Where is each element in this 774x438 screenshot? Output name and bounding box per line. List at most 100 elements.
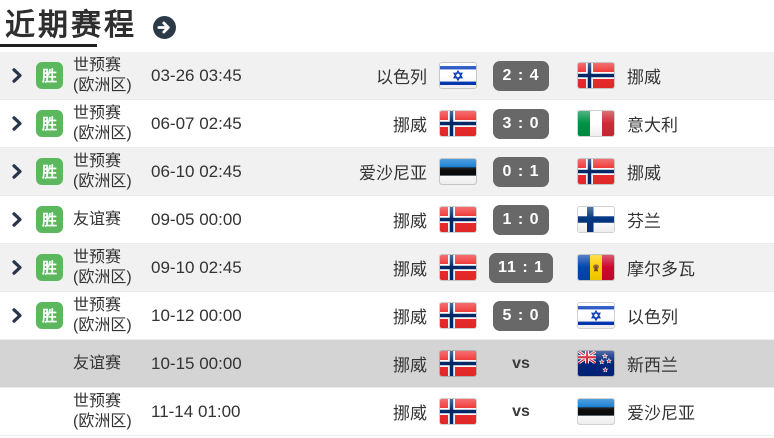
competition-label: 世预赛 (欧洲区) [73,296,132,334]
competition-label: 世预赛 (欧洲区) [73,152,132,190]
away-team: 挪威 [566,63,766,88]
flag-italy-icon [578,111,614,136]
competition-label: 友谊赛 [73,354,122,372]
match-datetime: 10-12 00:00 [151,305,242,325]
score-column: 2 : 4 [476,60,566,91]
match-row[interactable]: 友谊赛 10-15 00:00 挪威 vs 新西兰 [0,340,774,388]
score-badge: 11 : 1 [488,252,554,283]
score-badge: 1 : 0 [493,204,549,235]
more-arrow-icon[interactable] [153,15,176,39]
away-team: 挪威 [566,159,766,184]
chevron-right-icon[interactable] [12,260,36,275]
home-team: 以色列 [263,63,476,88]
vs-label: vs [512,402,530,420]
away-team: 摩尔多瓦 [566,255,766,280]
flag-norway-icon [440,255,476,280]
score-column: 3 : 0 [476,108,566,139]
match-datetime: 06-07 02:45 [151,113,242,133]
competition-label: 世预赛 (欧洲区) [73,56,132,94]
score-column: vs [476,355,566,373]
chevron-right-icon[interactable] [12,68,36,83]
home-team-name: 以色列 [376,68,427,87]
match-datetime: 11-14 01:00 [151,401,241,421]
score-badge: 5 : 0 [493,300,549,331]
win-badge: 胜 [36,158,63,185]
home-team-name: 挪威 [393,404,427,423]
away-team-name: 意大利 [627,116,678,135]
home-team-name: 爱沙尼亚 [359,164,427,183]
home-team-name: 挪威 [393,260,427,279]
win-badge: 胜 [36,254,63,281]
flag-estonia-icon [440,159,476,184]
flag-norway-icon [578,63,614,88]
away-team-name: 挪威 [627,164,661,183]
flag-norway-icon [440,303,476,328]
match-row[interactable]: 胜 世预赛 (欧洲区) 06-10 02:45 爱沙尼亚 0 : 1 挪威 [0,148,774,196]
panel-header: 近期赛程 [0,0,774,52]
away-team-name: 芬兰 [627,212,661,231]
score-column: 0 : 1 [476,156,566,187]
competition-label: 世预赛 (欧洲区) [73,104,132,142]
match-row[interactable]: 世预赛 (欧洲区) 11-14 01:00 挪威 vs 爱沙尼亚 [0,388,774,436]
flag-norway-icon [440,399,476,424]
home-team: 挪威 [263,207,476,232]
away-team-name: 新西兰 [627,356,678,375]
home-team-name: 挪威 [393,116,427,135]
chevron-right-icon[interactable] [12,164,36,179]
score-column: vs [476,403,566,421]
away-team-name: 挪威 [627,68,661,87]
match-row[interactable]: 胜 世预赛 (欧洲区) 09-10 02:45 挪威 11 : 1 摩尔多瓦 [0,244,774,292]
match-row[interactable]: 胜 世预赛 (欧洲区) 03-26 03:45 以色列 2 : 4 挪威 [0,52,774,100]
away-team-name: 以色列 [627,308,678,327]
score-column: 1 : 0 [476,204,566,235]
match-list: 胜 世预赛 (欧洲区) 03-26 03:45 以色列 2 : 4 挪威 胜 世… [0,52,774,436]
match-datetime: 06-10 02:45 [151,161,242,181]
match-datetime: 09-05 00:00 [151,209,242,229]
away-team: 芬兰 [566,207,766,232]
home-team: 挪威 [263,399,476,424]
home-team-name: 挪威 [393,356,427,375]
vs-label: vs [512,354,530,372]
competition-label: 友谊赛 [73,210,122,228]
win-badge: 胜 [36,62,63,89]
chevron-right-icon[interactable] [12,116,36,131]
flag-israel-icon [578,303,614,328]
flag-moldova-icon [578,255,614,280]
away-team: 新西兰 [566,351,766,376]
flag-norway-icon [578,159,614,184]
match-row[interactable]: 胜 世预赛 (欧洲区) 10-12 00:00 挪威 5 : 0 以色列 [0,292,774,340]
flag-norway-icon [440,207,476,232]
match-datetime: 09-10 02:45 [151,257,242,277]
home-team-name: 挪威 [393,212,427,231]
home-team-name: 挪威 [393,308,427,327]
away-team: 爱沙尼亚 [566,399,766,424]
score-badge: 2 : 4 [493,60,549,91]
flag-israel-icon [440,63,476,88]
score-badge: 0 : 1 [493,156,549,187]
chevron-right-icon[interactable] [12,308,36,323]
away-team-name: 摩尔多瓦 [627,260,695,279]
home-team: 挪威 [263,255,476,280]
match-datetime: 03-26 03:45 [151,65,242,85]
score-column: 11 : 1 [476,252,566,283]
flag-norway-icon [440,351,476,376]
competition-label: 世预赛 (欧洲区) [73,392,132,430]
away-team: 以色列 [566,303,766,328]
competition-label: 世预赛 (欧洲区) [73,248,132,286]
win-badge: 胜 [36,110,63,137]
win-badge: 胜 [36,302,63,329]
match-row[interactable]: 胜 世预赛 (欧洲区) 06-07 02:45 挪威 3 : 0 意大利 [0,100,774,148]
flag-finland-icon [578,207,614,232]
match-row[interactable]: 胜 友谊赛 09-05 00:00 挪威 1 : 0 芬兰 [0,196,774,244]
flag-norway-icon [440,111,476,136]
chevron-right-icon[interactable] [12,212,36,227]
win-badge: 胜 [36,206,63,233]
home-team: 爱沙尼亚 [263,159,476,184]
score-column: 5 : 0 [476,300,566,331]
score-badge: 3 : 0 [493,108,549,139]
panel-title: 近期赛程 [5,9,137,42]
match-datetime: 10-15 00:00 [151,353,242,373]
home-team: 挪威 [263,303,476,328]
flag-new_zealand-icon [578,351,614,376]
